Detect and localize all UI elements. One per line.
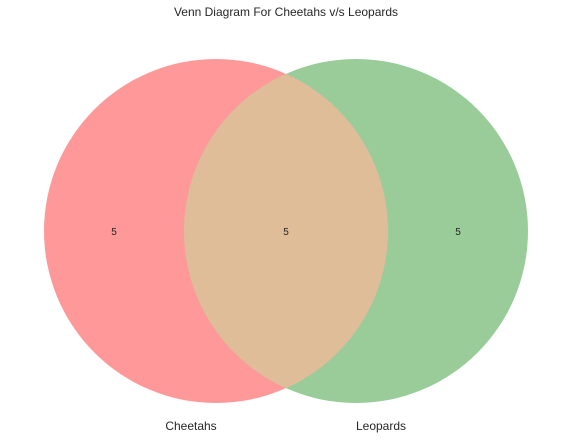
intersection-region <box>184 59 388 403</box>
leopards-label: Leopards <box>356 419 406 433</box>
cheetahs-only-count: 5 <box>111 227 117 238</box>
chart-title: Venn Diagram For Cheetahs v/s Leopards <box>174 5 398 19</box>
cheetahs-label: Cheetahs <box>165 419 216 433</box>
intersection-count: 5 <box>283 227 289 238</box>
leopards-only-count: 5 <box>455 227 461 238</box>
